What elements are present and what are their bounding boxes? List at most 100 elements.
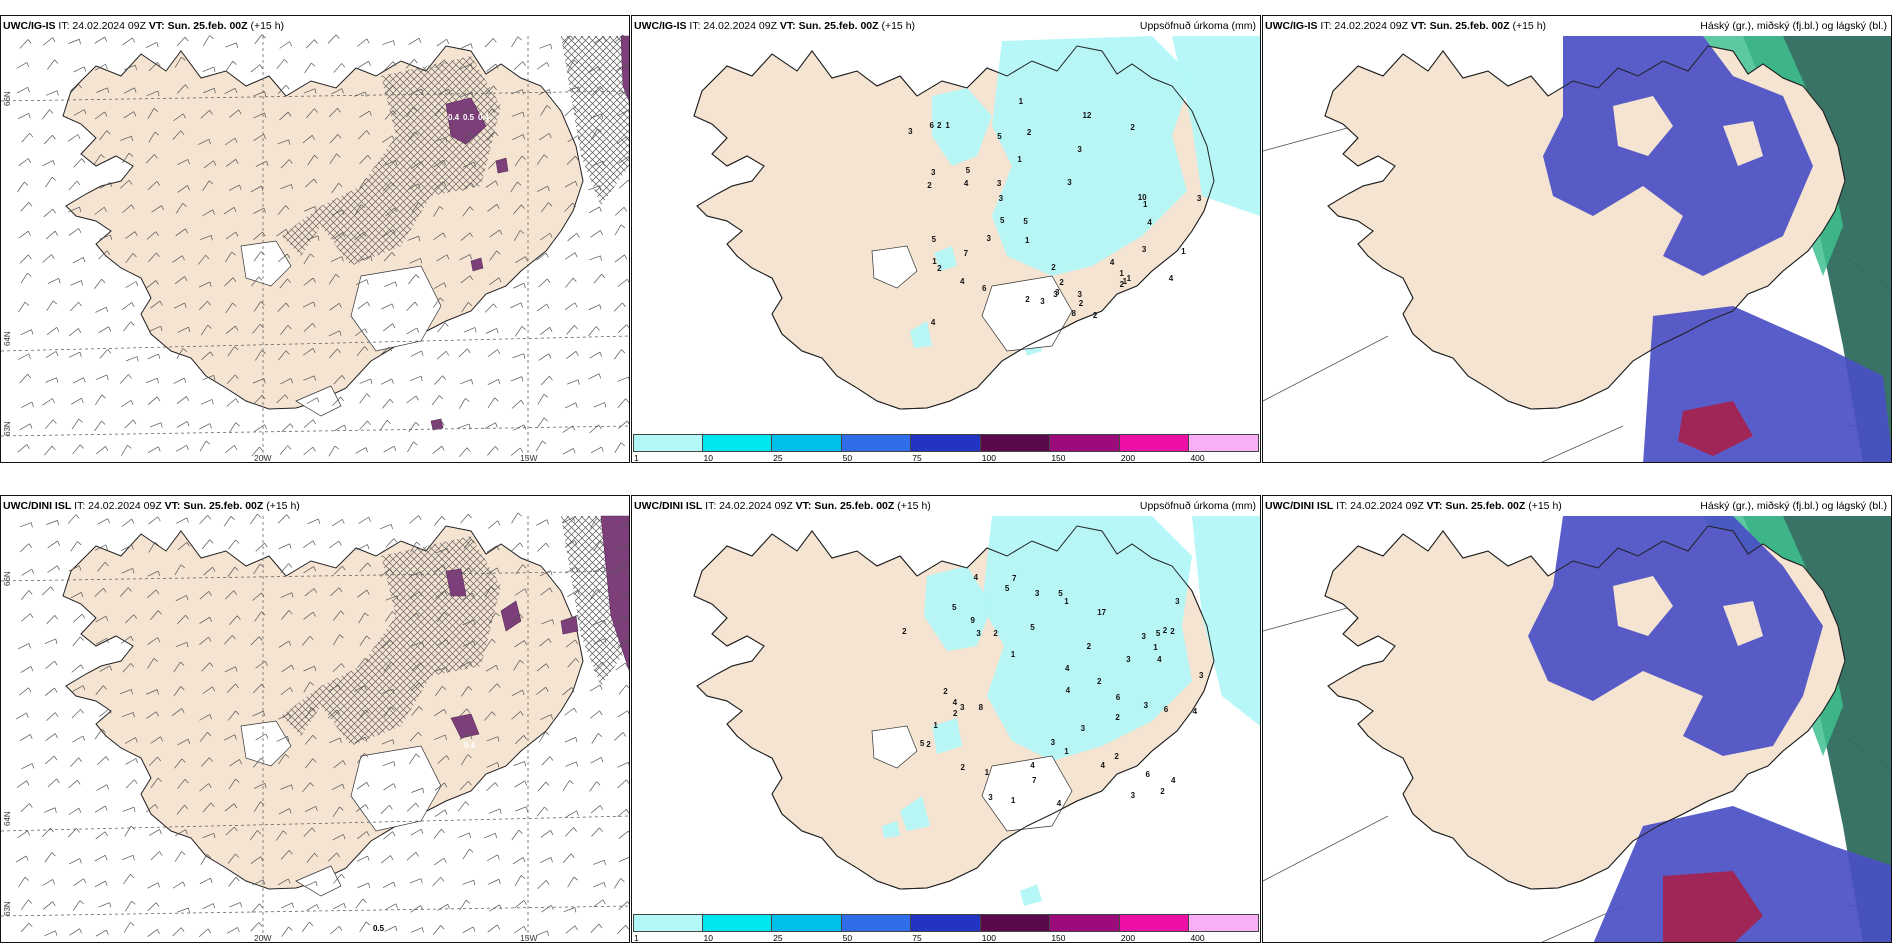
wind-barb xyxy=(146,377,159,384)
colorbar-swatch xyxy=(702,434,773,452)
wind-barb xyxy=(97,561,109,572)
wind-barb xyxy=(540,830,554,838)
wind-barb xyxy=(410,905,423,913)
wind-barb xyxy=(72,900,84,911)
wind-barb xyxy=(146,231,159,240)
precip-value: 3 xyxy=(1040,297,1045,307)
wind-map xyxy=(1,34,629,462)
wind-barb xyxy=(150,736,164,744)
wind-barb xyxy=(406,327,420,335)
wind-barb xyxy=(250,64,263,73)
wind-barb xyxy=(253,563,265,575)
wind-barb xyxy=(615,563,628,573)
wind-barb xyxy=(618,856,629,862)
colorbar-tick: 25 xyxy=(773,933,783,943)
wind-barb xyxy=(94,728,106,740)
icing-label: 0.5 xyxy=(373,924,385,933)
wind-barb xyxy=(332,232,346,240)
colorbar-swatch xyxy=(1189,914,1259,932)
high-cloud-area xyxy=(1663,871,1763,942)
wind-barb xyxy=(303,88,317,94)
wind-barb xyxy=(592,882,606,888)
wind-barb xyxy=(302,782,314,793)
wind-barb xyxy=(21,613,34,622)
wind-barb xyxy=(562,780,574,791)
wind-barb xyxy=(15,855,29,863)
precip-value: 2 xyxy=(943,686,948,696)
precip-value: 1 xyxy=(1064,596,1069,606)
wind-barb xyxy=(409,515,422,524)
wind-barb xyxy=(539,570,553,577)
wind-barb xyxy=(96,87,110,93)
wind-barb xyxy=(332,834,346,841)
precip-value: 5 xyxy=(1030,622,1035,632)
precip-value: 6 xyxy=(1145,769,1150,779)
wind-barb xyxy=(253,301,265,312)
precip-value: 2 xyxy=(1170,626,1175,636)
wind-barb xyxy=(380,805,393,814)
wind-barb xyxy=(409,258,423,264)
wind-barb xyxy=(462,182,475,191)
wind-barb xyxy=(618,830,629,839)
precip-value: 2 xyxy=(1025,295,1030,305)
wind-barb xyxy=(486,131,499,142)
wind-barb xyxy=(303,681,315,693)
precip-area xyxy=(932,718,962,754)
wind-barb xyxy=(94,805,108,813)
high-cloud-area xyxy=(1743,36,1891,462)
wind-barb xyxy=(16,780,30,788)
wind-barb xyxy=(459,254,472,261)
colorbar-tick: 400 xyxy=(1190,933,1205,943)
wind-barb xyxy=(590,805,604,814)
wind-barb xyxy=(380,568,393,577)
wind-barb xyxy=(459,780,472,791)
wind-barb xyxy=(172,130,185,140)
wind-barb xyxy=(277,302,290,312)
wind-barb xyxy=(45,176,56,188)
wind-barb xyxy=(303,827,316,837)
wind-barb xyxy=(567,59,579,71)
wind-barb xyxy=(125,779,138,789)
wind-barb xyxy=(200,110,213,119)
precip-value: 3 xyxy=(1198,671,1204,681)
wind-barb xyxy=(411,641,424,647)
wind-barb xyxy=(436,350,450,360)
wind-barb xyxy=(616,136,629,145)
icing-label: 0.5 xyxy=(463,113,475,122)
wind-barb xyxy=(328,684,341,692)
wind-barb xyxy=(21,132,34,143)
colorbar-tick: 200 xyxy=(1120,453,1136,463)
wind-barb xyxy=(564,202,577,212)
wind-barb xyxy=(98,250,111,260)
wind-barb xyxy=(253,801,265,813)
wind-barb xyxy=(511,829,523,841)
wind-barb xyxy=(514,900,527,909)
wind-barb xyxy=(47,565,60,573)
precip-value: 5 xyxy=(997,131,1002,141)
wind-barb xyxy=(489,612,500,624)
wind-barb xyxy=(537,781,550,792)
wind-barb xyxy=(279,278,292,289)
wind-barb xyxy=(617,89,629,95)
wind-barb xyxy=(173,661,185,673)
wind-barb xyxy=(280,850,293,860)
wind-barb xyxy=(250,513,262,525)
precip-value: 4 xyxy=(1192,707,1198,717)
wind-barb xyxy=(225,826,238,836)
wind-barb xyxy=(43,807,57,813)
wind-barb xyxy=(68,228,82,236)
wind-barb xyxy=(354,204,366,216)
wind-barb xyxy=(302,135,316,144)
colorbar: 1 10 25 50 75 100 150 200 400 xyxy=(632,914,1260,942)
colorbar-swatch xyxy=(633,434,703,452)
wind-barb xyxy=(199,783,212,792)
wind-barb xyxy=(255,542,268,552)
wind-barb xyxy=(385,903,398,910)
wind-barb xyxy=(588,304,602,311)
wind-barb xyxy=(120,689,133,695)
precip-value: 2 xyxy=(927,181,932,191)
wind-barb xyxy=(68,779,81,789)
wind-barb xyxy=(121,544,134,551)
wind-barb xyxy=(253,133,266,141)
white-patch xyxy=(871,725,918,769)
